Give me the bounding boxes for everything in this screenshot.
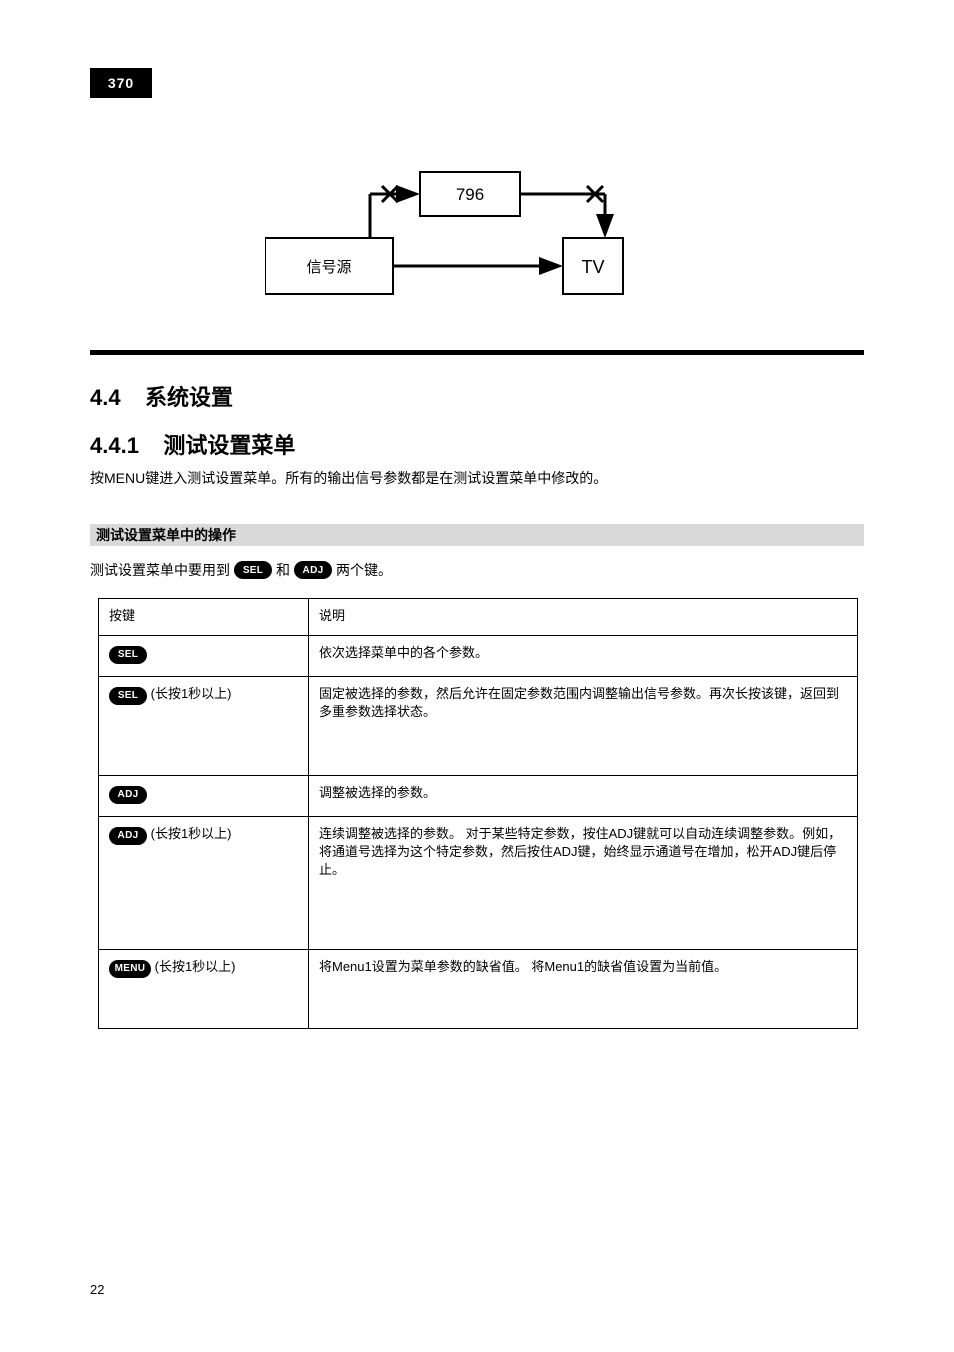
menu-key-pill-icon: MENU [109,960,151,978]
heading-1-number: 4.4 [90,385,121,410]
key-extra-text: (长按1秒以上) [147,826,232,841]
table-header-row: 按键 说明 [99,599,858,636]
intro-paragraph-text: 按MENU键进入测试设置菜单。所有的输出信号参数都是在测试设置菜单中修改的。 [90,470,607,486]
section-number: 370 [108,75,134,91]
adj-key-pill-icon: ADJ [294,561,332,579]
sel-key-pill-icon: SEL [234,561,272,579]
table-row: ADJ (长按1秒以上)连续调整被选择的参数。 对于某些特定参数，按住ADJ键就… [99,817,858,950]
table-cell-key: ADJ (长按1秒以上) [99,817,309,950]
subsection-bar: 测试设置菜单中的操作 [90,524,864,546]
table-row: SEL 依次选择菜单中的各个参数。 [99,636,858,677]
table-cell-key: MENU (长按1秒以上) [99,950,309,1029]
horizontal-rule [90,350,864,355]
table-cell-expl: 依次选择菜单中的各个参数。 [309,636,858,677]
heading-test-menu: 4.4.1 测试设置菜单 [90,428,295,460]
subline-suffix: 两个键。 [336,560,392,580]
subsection-line: 测试设置菜单中要用到 SEL 和 ADJ 两个键。 [90,560,864,580]
diagram-node-796: 796 [456,185,484,204]
adj-key-pill-icon: ADJ [109,786,147,804]
heading-2-number: 4.4.1 [90,433,139,458]
subsection-label: 测试设置菜单中的操作 [96,525,236,545]
diagram-node-source: 信号源 [306,259,351,276]
heading-2-text: 测试设置菜单 [163,433,295,458]
key-extra-text: (长按1秒以上) [147,686,232,701]
table-cell-key: SEL [99,636,309,677]
diagram-node-tv: TV [581,257,604,277]
table-cell-expl: 将Menu1设置为菜单参数的缺省值。 将Menu1的缺省值设置为当前值。 [309,950,858,1029]
subline-prefix: 测试设置菜单中要用到 [90,560,230,580]
sel-key-pill-icon: SEL [109,687,147,705]
adj-key-pill-icon: ADJ [109,827,147,845]
keys-table-wrap: 按键 说明 SEL依次选择菜单中的各个参数。SEL (长按1秒以上)固定被选择的… [98,598,858,1029]
table-cell-expl: 连续调整被选择的参数。 对于某些特定参数，按住ADJ键就可以自动连续调整参数。例… [309,817,858,950]
heading-1-text: 系统设置 [145,385,233,410]
table-cell-expl: 调整被选择的参数。 [309,776,858,817]
keys-table: 按键 说明 SEL依次选择菜单中的各个参数。SEL (长按1秒以上)固定被选择的… [98,598,858,1029]
table-cell-key: SEL (长按1秒以上) [99,677,309,776]
signal-flow-diagram: 信号源 796 TV [265,160,685,320]
subline-mid: 和 [276,560,290,580]
table-header-expl: 说明 [309,599,858,636]
table-row: SEL (长按1秒以上)固定被选择的参数，然后允许在固定参数范围内调整输出信号参… [99,677,858,776]
key-extra-text: (长按1秒以上) [151,959,236,974]
table-row: MENU (长按1秒以上)将Menu1设置为菜单参数的缺省值。 将Menu1的缺… [99,950,858,1029]
diagram-svg: 信号源 796 TV [265,160,685,320]
page-number: 22 [90,1282,104,1297]
table-header-key: 按键 [99,599,309,636]
table-row: ADJ 调整被选择的参数。 [99,776,858,817]
table-cell-key: ADJ [99,776,309,817]
sel-key-pill-icon: SEL [109,646,147,664]
table-cell-expl: 固定被选择的参数，然后允许在固定参数范围内调整输出信号参数。再次长按该键，返回到… [309,677,858,776]
section-number-box: 370 [90,68,152,98]
heading-system-settings: 4.4 系统设置 [90,380,233,412]
intro-paragraph: 按MENU键进入测试设置菜单。所有的输出信号参数都是在测试设置菜单中修改的。 [90,468,864,488]
